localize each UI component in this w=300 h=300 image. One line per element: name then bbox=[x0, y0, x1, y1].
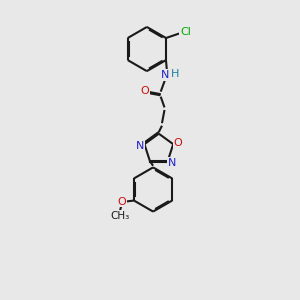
Text: O: O bbox=[173, 138, 182, 148]
Text: N: N bbox=[161, 70, 170, 80]
Text: N: N bbox=[136, 141, 144, 151]
Text: O: O bbox=[141, 86, 149, 96]
Text: O: O bbox=[117, 196, 126, 207]
Text: Cl: Cl bbox=[180, 27, 191, 37]
Text: H: H bbox=[171, 68, 179, 79]
Text: CH₃: CH₃ bbox=[110, 211, 129, 221]
Text: N: N bbox=[168, 158, 176, 168]
